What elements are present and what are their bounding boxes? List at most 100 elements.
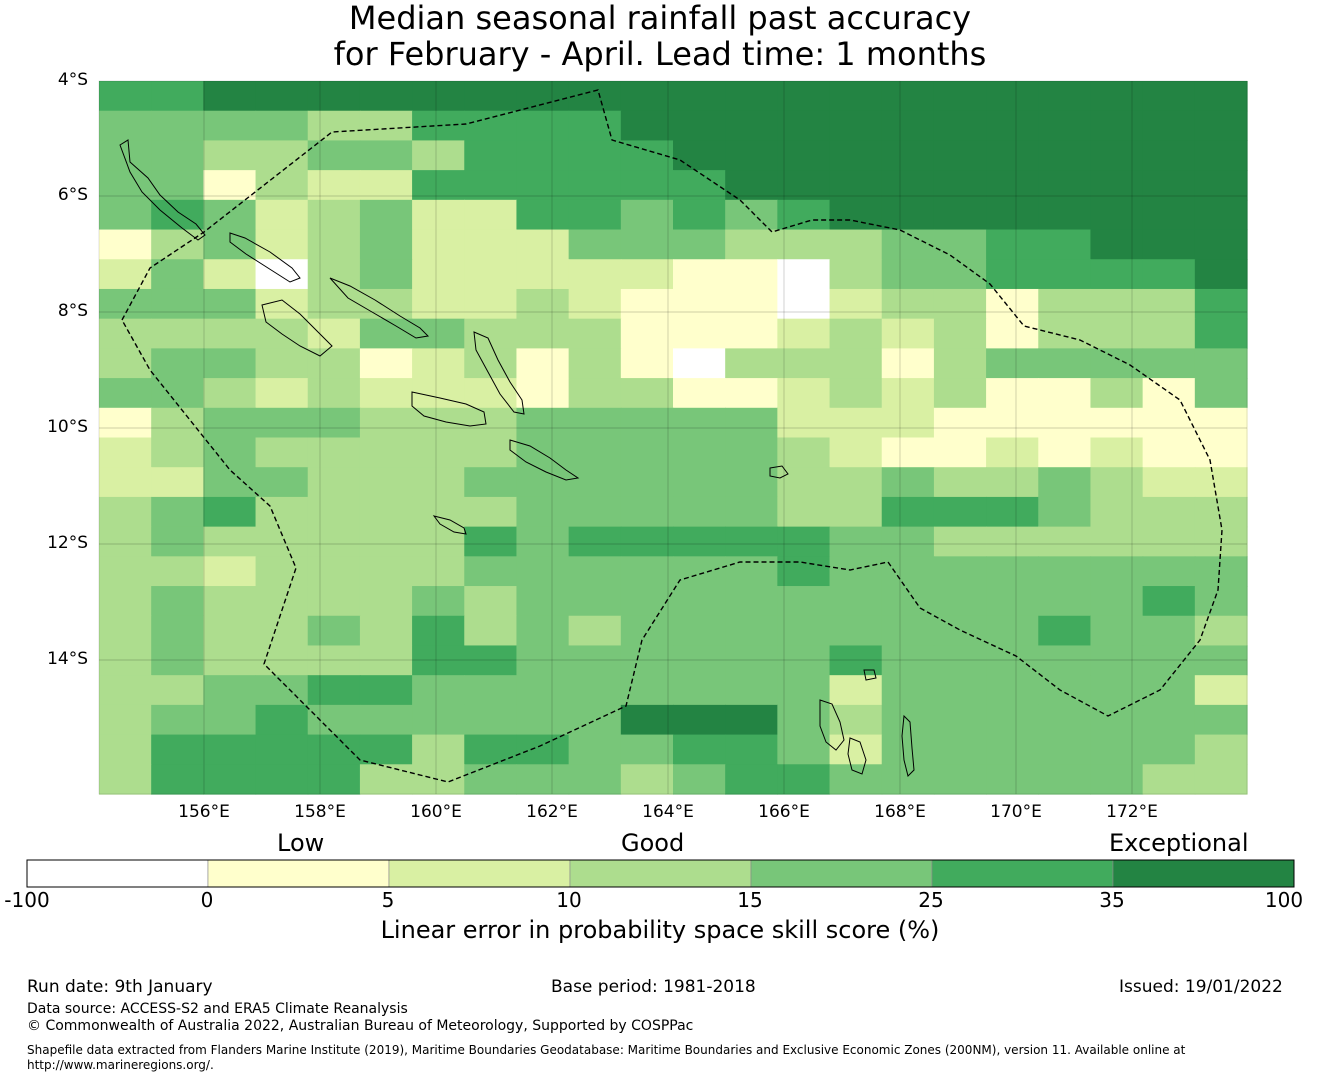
skill-cell	[464, 170, 518, 201]
skill-cell	[725, 556, 778, 587]
skill-cell	[986, 348, 1039, 379]
skill-cell	[359, 288, 413, 320]
skill-cell	[829, 229, 883, 260]
skill-cell	[986, 81, 1039, 112]
skill-cell	[359, 348, 413, 379]
lon-label-168e: 168°E	[874, 802, 926, 822]
skill-cell	[933, 110, 987, 142]
skill-cell	[777, 467, 831, 498]
skill-cell	[307, 437, 361, 468]
skill-cell	[1142, 378, 1196, 409]
skill-cell	[1090, 675, 1144, 706]
skill-cell	[725, 378, 778, 409]
skill-cell	[203, 615, 257, 647]
skill-cell	[568, 259, 622, 290]
skill-cell	[620, 734, 674, 765]
skill-cell	[516, 318, 570, 349]
skill-cell	[203, 407, 257, 439]
skill-cell	[464, 348, 518, 379]
skill-cell	[568, 764, 622, 795]
skill-cell	[464, 378, 518, 409]
skill-cell	[1090, 556, 1144, 587]
skill-cell	[568, 556, 622, 587]
skill-cell	[464, 407, 518, 439]
skill-cell	[99, 288, 152, 320]
skill-cell	[933, 675, 987, 706]
skill-cell	[412, 467, 465, 498]
skill-cell	[203, 259, 257, 290]
skill-cell	[307, 704, 361, 736]
skill-cell	[1038, 199, 1092, 231]
skill-cell	[307, 675, 361, 706]
skill-cell	[673, 556, 726, 587]
skill-cell	[307, 586, 361, 617]
skill-cell	[986, 170, 1039, 201]
skill-cell	[99, 645, 152, 676]
skill-cell	[673, 81, 726, 112]
skill-cell	[203, 348, 257, 379]
skill-cell	[412, 81, 465, 112]
skill-cell	[1194, 199, 1248, 231]
skill-cell	[1194, 259, 1248, 290]
skill-cell	[725, 348, 778, 379]
skill-cell	[881, 170, 935, 201]
skill-cell	[777, 734, 831, 765]
skill-cell	[99, 348, 152, 379]
skill-cell	[933, 556, 987, 587]
santa-isabel-coast	[329, 277, 430, 339]
skill-cell	[777, 348, 831, 379]
skill-cell	[1090, 288, 1144, 320]
skill-cell	[359, 526, 413, 557]
skill-cell	[777, 199, 831, 231]
skill-cell	[673, 259, 726, 290]
skill-cell	[829, 586, 883, 617]
skill-cell	[829, 288, 883, 320]
skill-cell	[99, 229, 152, 260]
skill-cell	[255, 496, 309, 528]
colorbar-tick: 10	[556, 888, 582, 912]
colorbar-segment	[26, 859, 209, 888]
skill-cell	[881, 645, 935, 676]
skill-cell	[307, 288, 361, 320]
skill-cell	[359, 615, 413, 647]
skill-cell	[464, 704, 518, 736]
skill-cell	[1038, 288, 1092, 320]
skill-cell	[933, 586, 987, 617]
colorbar-tick: 25	[918, 888, 944, 912]
skill-cell	[881, 288, 935, 320]
skill-cell	[1194, 437, 1248, 468]
skill-cell	[568, 586, 622, 617]
map-title-line1: Median seasonal rainfall past accuracy	[348, 0, 972, 37]
skill-cell	[777, 288, 831, 320]
skill-cell	[1090, 764, 1144, 795]
skill-cell	[99, 378, 152, 409]
skill-cell	[1142, 675, 1196, 706]
skill-cell	[307, 734, 361, 765]
skill-cell	[568, 140, 622, 171]
skill-cell	[881, 378, 935, 409]
skill-cell	[881, 407, 935, 439]
skill-cell	[620, 81, 674, 112]
colorbar-segment	[1112, 859, 1295, 888]
skill-cell	[255, 378, 309, 409]
skill-cell	[203, 586, 257, 617]
skill-cell	[986, 318, 1039, 349]
skill-cell	[673, 378, 726, 409]
skill-cell	[881, 675, 935, 706]
skill-cell	[933, 378, 987, 409]
skill-cell	[1142, 526, 1196, 557]
lon-label-172e: 172°E	[1106, 802, 1158, 822]
skill-cell	[1142, 734, 1196, 765]
skill-cell	[986, 110, 1039, 142]
skill-cell	[203, 496, 257, 528]
data-source: Data source: ACCESS-S2 and ERA5 Climate …	[27, 1001, 408, 1017]
skill-cell	[725, 407, 778, 439]
skill-cell	[464, 229, 518, 260]
colorbar-tick: 35	[1099, 888, 1125, 912]
skill-cell	[255, 704, 309, 736]
lat-label-6s: 6°S	[57, 185, 88, 205]
lat-label-8s: 8°S	[57, 301, 88, 321]
skill-cell	[881, 140, 935, 171]
skill-cell	[881, 764, 935, 795]
skill-cell	[986, 496, 1039, 528]
